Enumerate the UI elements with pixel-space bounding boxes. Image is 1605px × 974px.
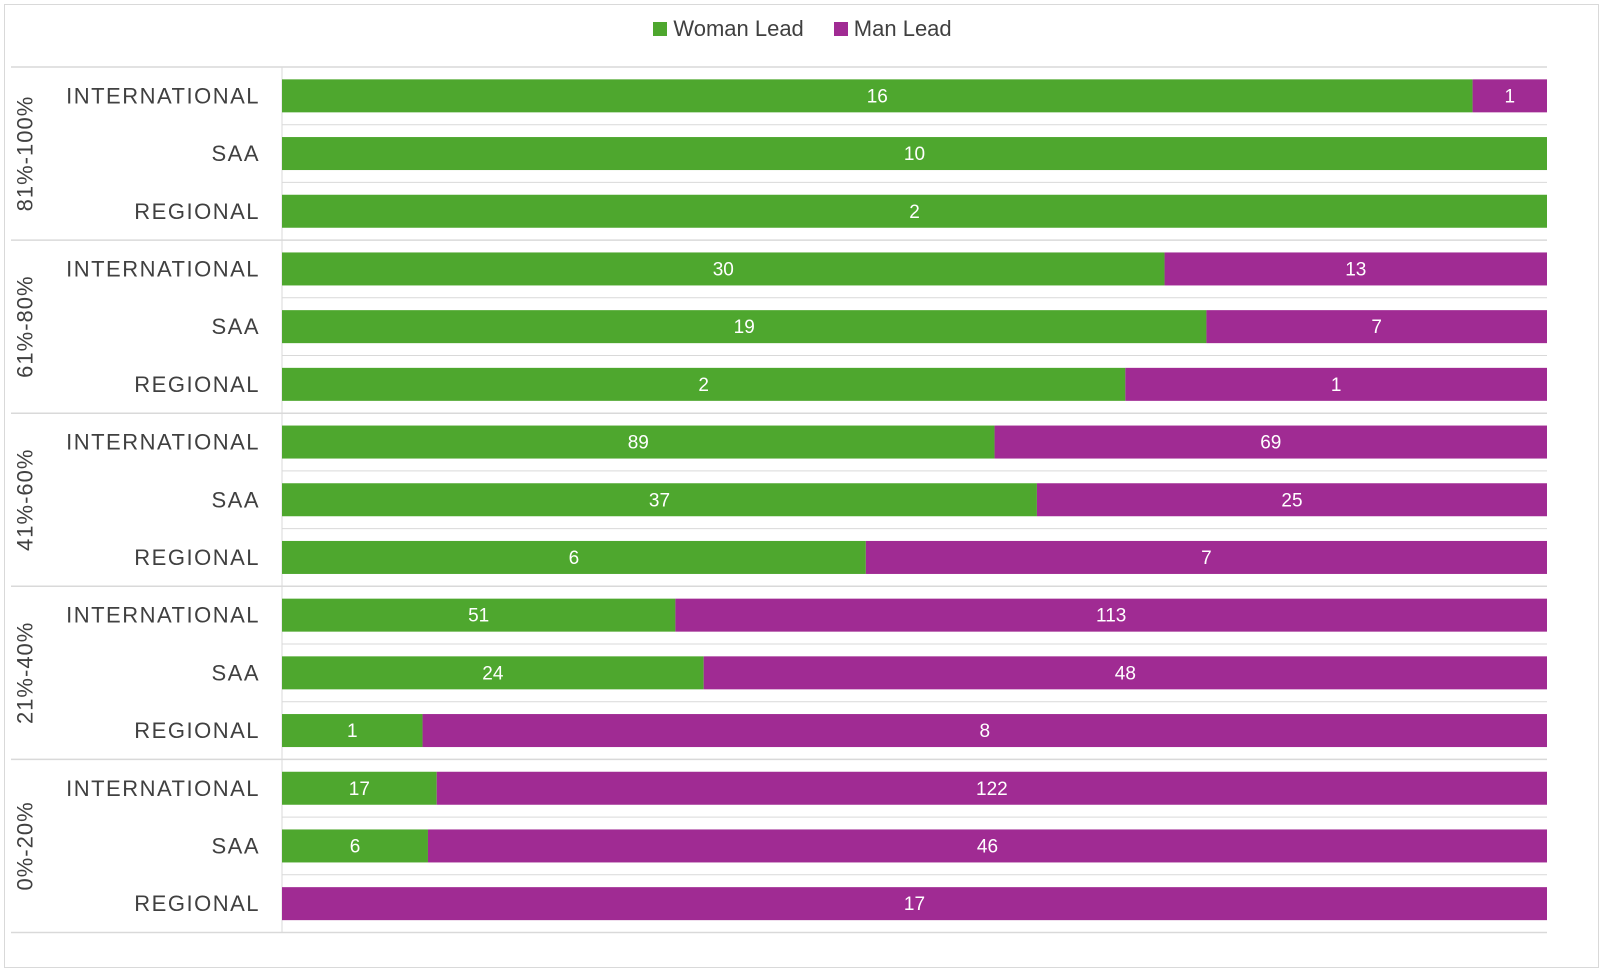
data-label-man-lead: 7: [1371, 317, 1382, 338]
bar-woman-lead: [282, 656, 704, 690]
data-label-woman-lead: 24: [482, 663, 504, 684]
bar-man-lead: [282, 887, 1547, 921]
category-label: SAA: [211, 833, 260, 858]
bar-man-lead: [1036, 483, 1547, 517]
data-label-woman-lead: 89: [628, 433, 649, 454]
legend-swatch-woman-lead: [653, 22, 668, 36]
data-label-man-lead: 122: [976, 779, 1008, 800]
category-label: REGIONAL: [134, 718, 260, 743]
bar-man-lead: [865, 540, 1547, 574]
bar-man-lead: [1125, 367, 1547, 401]
bar-woman-lead: [282, 771, 437, 805]
bar-woman-lead: [282, 137, 1547, 171]
bar-woman-lead: [282, 714, 423, 748]
category-label: REGIONAL: [134, 199, 260, 224]
data-label-man-lead: 17: [904, 894, 925, 915]
bar-man-lead: [422, 714, 1547, 748]
data-label-man-lead: 48: [1115, 663, 1136, 684]
bar-woman-lead: [282, 310, 1207, 344]
legend-item-man-lead[interactable]: Man Lead: [833, 16, 952, 42]
category-label: REGIONAL: [134, 372, 260, 397]
bar-man-lead: [1164, 252, 1547, 286]
data-label-woman-lead: 2: [909, 202, 920, 223]
data-label-woman-lead: 17: [349, 779, 370, 800]
data-label-woman-lead: 6: [569, 548, 580, 569]
data-label-woman-lead: 30: [713, 259, 734, 280]
bar-woman-lead: [282, 367, 1126, 401]
data-label-man-lead: 1: [1331, 375, 1342, 396]
legend-label-man-lead: Man Lead: [853, 16, 952, 41]
data-label-man-lead: 7: [1201, 548, 1212, 569]
group-label: 41%-60%: [13, 449, 38, 551]
bar-man-lead: [1206, 310, 1547, 344]
bar-man-lead: [675, 598, 1547, 632]
group-label: 81%-100%: [13, 96, 38, 212]
data-label-man-lead: 1: [1505, 86, 1516, 107]
legend-label-woman-lead: Woman Lead: [673, 16, 804, 41]
data-label-woman-lead: 16: [867, 86, 888, 107]
data-label-man-lead: 69: [1260, 433, 1281, 454]
legend: Woman Lead Man Lead: [0, 16, 1605, 42]
data-label-man-lead: 46: [977, 836, 998, 857]
bar-woman-lead: [282, 598, 676, 632]
category-label: SAA: [211, 141, 260, 166]
category-label: SAA: [211, 660, 260, 685]
bar-woman-lead: [282, 252, 1165, 286]
category-label: REGIONAL: [134, 891, 260, 916]
category-label: INTERNATIONAL: [66, 83, 260, 108]
data-label-man-lead: 25: [1281, 490, 1302, 511]
data-label-woman-lead: 1: [347, 721, 358, 742]
data-label-man-lead: 113: [1096, 606, 1126, 627]
bar-woman-lead: [282, 829, 428, 863]
category-label: SAA: [211, 314, 260, 339]
group-label: 0%-20%: [13, 801, 38, 890]
category-label: INTERNATIONAL: [66, 256, 260, 281]
bar-woman-lead: [282, 79, 1473, 113]
category-label: INTERNATIONAL: [66, 603, 260, 628]
data-label-woman-lead: 19: [734, 317, 755, 338]
bar-woman-lead: [282, 540, 866, 574]
bar-man-lead: [436, 771, 1548, 805]
group-label: 61%-80%: [13, 275, 38, 377]
category-label: INTERNATIONAL: [66, 776, 260, 801]
data-label-man-lead: 13: [1345, 259, 1366, 280]
bar-woman-lead: [282, 425, 995, 459]
data-label-woman-lead: 37: [649, 490, 670, 511]
data-label-man-lead: 8: [979, 721, 990, 742]
category-label: SAA: [211, 487, 260, 512]
legend-swatch-man-lead: [833, 22, 848, 36]
bar-woman-lead: [282, 194, 1547, 228]
bar-man-lead: [1472, 79, 1547, 113]
category-label: INTERNATIONAL: [66, 430, 260, 455]
bar-woman-lead: [282, 483, 1037, 517]
bar-man-lead: [994, 425, 1547, 459]
bar-man-lead: [427, 829, 1547, 863]
data-label-woman-lead: 6: [350, 836, 361, 857]
data-label-woman-lead: 51: [468, 606, 489, 627]
data-label-woman-lead: 2: [698, 375, 709, 396]
category-label: REGIONAL: [134, 545, 260, 570]
data-label-woman-lead: 10: [904, 144, 925, 165]
legend-item-woman-lead[interactable]: Woman Lead: [653, 16, 804, 42]
bar-man-lead: [703, 656, 1547, 690]
group-label: 21%-40%: [13, 622, 38, 724]
